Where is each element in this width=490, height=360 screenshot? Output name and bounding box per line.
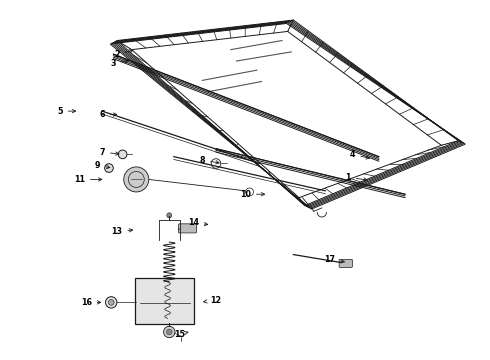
Circle shape (124, 167, 149, 192)
Text: 8: 8 (199, 156, 219, 165)
Circle shape (164, 326, 175, 338)
Text: 9: 9 (95, 161, 110, 170)
Text: 1: 1 (345, 173, 367, 182)
FancyBboxPatch shape (178, 224, 196, 233)
Text: 17: 17 (324, 255, 344, 264)
Text: 15: 15 (174, 330, 188, 339)
Text: 10: 10 (240, 190, 265, 199)
Circle shape (108, 300, 114, 305)
Text: 13: 13 (111, 227, 133, 236)
Text: 14: 14 (188, 218, 208, 227)
Text: 2: 2 (114, 50, 133, 59)
Circle shape (167, 329, 172, 335)
Text: 11: 11 (74, 175, 102, 184)
Circle shape (105, 164, 113, 172)
Text: 3: 3 (111, 59, 128, 68)
Circle shape (167, 213, 172, 218)
FancyBboxPatch shape (135, 279, 195, 324)
Text: 5: 5 (57, 107, 75, 116)
Text: 4: 4 (350, 150, 369, 159)
Circle shape (118, 150, 127, 159)
Circle shape (105, 297, 117, 308)
Text: 16: 16 (81, 298, 100, 307)
Text: 7: 7 (99, 148, 119, 157)
Text: 6: 6 (99, 110, 117, 119)
FancyBboxPatch shape (339, 259, 352, 267)
Text: 12: 12 (204, 296, 221, 305)
